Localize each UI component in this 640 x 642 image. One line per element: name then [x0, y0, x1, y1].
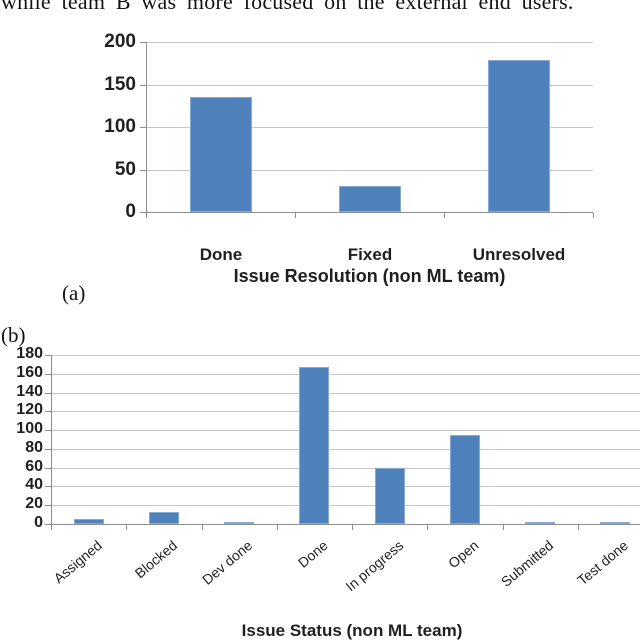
x-category-label: Blocked [131, 537, 181, 582]
y-tick-label: 200 [104, 31, 136, 52]
x-category-label: Submitted [497, 537, 557, 590]
x-category-label: Dev done [199, 537, 256, 588]
y-tick [140, 212, 146, 213]
bar-in-progress [375, 468, 405, 524]
bar-test-done [600, 522, 630, 524]
y-tick-label: 160 [16, 364, 43, 381]
x-category-label: Open [444, 537, 482, 572]
x-category-label: Fixed [347, 245, 393, 264]
gridline [146, 42, 593, 43]
y-tick [45, 486, 51, 487]
y-tick-label: 50 [114, 159, 136, 180]
bar-dev-done [224, 522, 254, 524]
y-tick [45, 505, 51, 506]
bar-done [299, 367, 329, 524]
gridline [51, 486, 640, 487]
y-tick-label: 20 [25, 495, 43, 512]
gridline [51, 393, 640, 394]
panel-label-a: (a) [62, 281, 86, 305]
y-tick-label: 60 [25, 458, 43, 475]
bar-unresolved [488, 60, 550, 212]
y-tick-label: 80 [25, 439, 43, 456]
y-tick [140, 170, 146, 171]
x-category-label: Done [199, 245, 243, 264]
bar-done [190, 97, 252, 212]
gridline [51, 374, 640, 375]
y-tick-label: 40 [25, 476, 43, 493]
x-tick [202, 525, 203, 530]
gridline [51, 468, 640, 469]
y-tick [45, 393, 51, 394]
y-axis-line [146, 42, 147, 217]
bar-fixed [339, 186, 401, 212]
panel-label-b: (b) [1, 323, 26, 347]
y-tick [45, 468, 51, 469]
gridline [146, 170, 593, 171]
gridline [146, 127, 593, 128]
y-tick [140, 85, 146, 86]
gridline [146, 85, 593, 86]
gridline [51, 355, 640, 356]
x-tick [146, 213, 147, 218]
y-tick [45, 355, 51, 356]
bar-blocked [149, 512, 179, 524]
gridline [51, 505, 640, 506]
bar-submitted [525, 522, 555, 524]
y-tick-label: 0 [34, 514, 43, 531]
y-axis-line [51, 355, 52, 529]
x-axis-line [51, 524, 640, 525]
y-tick-label: 120 [16, 401, 43, 418]
x-tick [126, 525, 127, 530]
chart-a-title: Issue Resolution (non ML team) [233, 266, 506, 286]
y-tick-label: 150 [104, 74, 136, 95]
x-tick [427, 525, 428, 530]
x-tick [295, 213, 296, 218]
y-tick-label: 140 [16, 383, 43, 400]
y-tick-label: 180 [16, 345, 43, 362]
y-tick-label: 0 [125, 201, 136, 222]
x-tick [277, 525, 278, 530]
x-category-label: Assigned [50, 537, 106, 587]
x-category-label: Done [294, 537, 331, 571]
x-category-label: Test done [574, 537, 632, 589]
y-tick [45, 411, 51, 412]
x-category-label: In progress [342, 537, 407, 595]
x-axis-line [146, 212, 593, 213]
x-tick [444, 213, 445, 218]
bar-assigned [74, 519, 104, 524]
y-tick-label: 100 [16, 420, 43, 437]
x-tick [503, 525, 504, 530]
gridline [51, 411, 640, 412]
caption-text: while team B was more focused on the ext… [1, 0, 574, 14]
gridline [51, 430, 640, 431]
y-tick [45, 524, 51, 525]
bar-open [450, 435, 480, 524]
x-tick [51, 525, 52, 530]
chart-a-plot: 0 50 100 150 200 Done Fixed Unresolved [104, 32, 594, 264]
x-tick [578, 525, 579, 530]
y-tick [45, 374, 51, 375]
gridline [51, 449, 640, 450]
y-tick [45, 430, 51, 431]
y-tick-label: 100 [104, 116, 136, 137]
x-category-label: Unresolved [472, 245, 566, 264]
y-tick [140, 127, 146, 128]
x-tick [593, 213, 594, 218]
chart-b-plot: 0 20 40 60 80 100 120 140 160 180 Assigned Blocked D… [16, 346, 640, 594]
y-tick [140, 42, 146, 43]
chart-b-title: Issue Status (non ML team) [241, 621, 463, 640]
y-tick [45, 449, 51, 450]
x-tick [352, 525, 353, 530]
